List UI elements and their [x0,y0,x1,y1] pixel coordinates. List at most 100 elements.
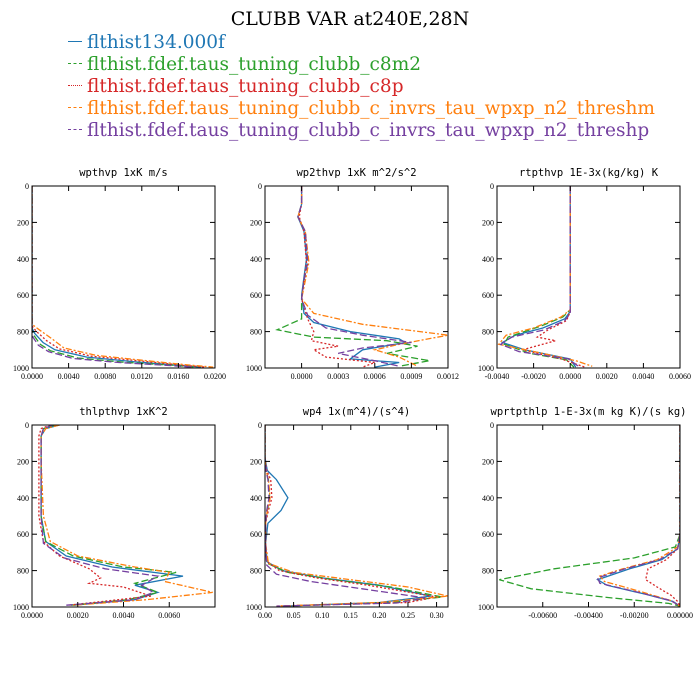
x-tick-label: 0.0009 [400,372,422,381]
x-tick-label: 0.0040 [113,611,135,620]
series-line [298,186,376,368]
y-tick-label: 800 [17,328,29,337]
y-tick-label: 200 [17,218,29,227]
legend-label: flthist.fdef.taus_tuning_clubb_c_invrs_t… [87,120,650,141]
y-tick-label: 600 [17,291,29,300]
series-line [265,425,437,607]
x-tick-label: 0.0040 [58,372,80,381]
x-tick-label: 0.25 [401,611,415,620]
y-tick-label: 600 [17,530,29,539]
series-line [32,186,206,368]
y-tick-label: 0 [490,182,494,191]
x-tick-label: 0.0160 [167,372,189,381]
y-tick-label: 600 [250,291,262,300]
y-tick-label: 400 [17,494,29,503]
x-tick-label: 0.0000 [291,372,313,381]
series-line [265,425,448,607]
y-tick-label: 0 [25,421,29,430]
panel-title: rtpthvp 1E-3x(kg/kg) K [519,167,659,179]
series-line [522,186,586,368]
series-line [32,186,202,368]
x-tick-label: 0.0120 [131,372,153,381]
x-tick-label: 0.05 [287,611,301,620]
x-tick-label: 0.0020 [596,372,618,381]
legend: flthist134.000f flthist.fdef.taus_tuning… [68,32,655,142]
series-line [275,186,430,367]
series-line [265,425,443,607]
legend-item: flthist.fdef.taus_tuning_clubb_c_invrs_t… [68,120,655,142]
panel-title: wp4 1x(m^4)/(s^4) [303,406,410,418]
legend-swatch [68,106,82,108]
panel-2: wp2thvp 1xK m^2/s^2 0 200 400 600 800 1000 0.00… [246,167,459,381]
y-tick-label: 400 [250,494,262,503]
x-tick-label: -0.00600 [528,611,557,620]
x-tick-label: 0.0040 [632,372,654,381]
series-line [32,186,214,368]
series-line [598,425,680,607]
x-tick-label: -0.00200 [620,611,649,620]
x-tick-label: -0.0020 [521,372,546,381]
series-line [499,425,680,607]
panel-title: thlpthvp 1xK^2 [79,406,168,418]
plot-frame [496,424,681,608]
x-tick-label: -0.00400 [574,611,603,620]
series-line [40,425,177,606]
y-tick-label: 800 [482,567,494,576]
x-tick-label: 0.0006 [364,372,386,381]
series-line [596,425,680,607]
y-tick-label: 600 [250,530,262,539]
plot-frame [31,185,216,369]
series-line [40,425,184,606]
y-tick-label: 600 [482,291,494,300]
x-tick-label: 0.20 [372,611,386,620]
x-tick-label: 0.10 [315,611,329,620]
y-tick-label: 800 [482,328,494,337]
y-tick-label: 400 [482,255,494,264]
y-tick-label: 600 [482,530,494,539]
y-tick-label: 1000 [13,603,29,612]
panel-3: rtpthvp 1E-3x(kg/kg) K02004006008001000-… [478,167,691,381]
panel-title: wpthvp 1xK m/s [79,167,168,179]
x-tick-label: 0.15 [344,611,358,620]
x-tick-label: 0.0200 [204,372,226,381]
x-tick-label: 0.30 [430,611,444,620]
series-line [32,186,193,368]
series-line [40,425,160,606]
y-tick-label: 200 [17,457,29,466]
y-tick-label: 200 [250,457,262,466]
legend-label: flthist.fdef.taus_tuning_clubb_c_invrs_t… [87,98,655,119]
x-tick-label: 0.0060 [158,611,180,620]
plot-frame [264,424,449,608]
legend-label: flthist.fdef.taus_tuning_clubb_c8m2 [87,54,422,75]
x-tick-label: 0.0003 [327,372,349,381]
legend-swatch [68,40,82,42]
y-tick-label: 0 [258,421,262,430]
legend-item: flthist.fdef.taus_tuning_clubb_c_invrs_t… [68,98,655,120]
legend-swatch [68,128,82,130]
y-tick-label: 200 [250,218,262,227]
panel-title: wprtpthlp 1-E-3x(m kg K)/(s kg) [491,406,687,418]
legend-label: flthist.fdef.taus_tuning_clubb_c8p [87,76,404,97]
x-tick-label: 0.0020 [67,611,89,620]
series-line [265,425,426,607]
series-line [500,186,577,368]
figure-title: CLUBB VAR at240E,28N [230,8,470,30]
x-tick-label: 0.0060 [669,372,691,381]
legend-swatch [68,62,82,64]
y-tick-label: 200 [482,218,494,227]
legend-item: flthist.fdef.taus_tuning_clubb_c8m2 [68,54,655,76]
y-tick-label: 0 [490,421,494,430]
series-line [503,186,575,368]
y-tick-label: 800 [17,567,29,576]
y-tick-label: 1000 [478,603,494,612]
legend-label: flthist134.000f [87,32,225,53]
series-line [38,425,152,606]
series-line [40,425,213,606]
y-tick-label: 1000 [246,364,262,373]
y-tick-label: 400 [482,494,494,503]
y-tick-label: 200 [482,457,494,466]
legend-item: flthist.fdef.taus_tuning_clubb_c8p [68,76,655,98]
